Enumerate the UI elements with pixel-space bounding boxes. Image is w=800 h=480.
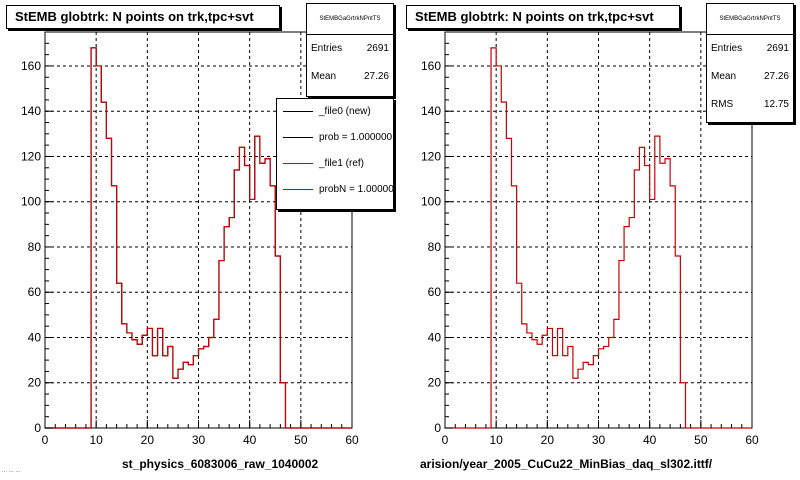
y-tick-label: 160 [421,59,441,73]
stats-label: Entries [311,43,343,54]
stats-row-entries: Entries 2691 [307,35,393,63]
x-tick-label: 50 [294,433,308,447]
y-tick-label: 140 [421,104,441,118]
stats-row-entries: Entries 2691 [707,35,793,63]
legend-entry: _file0 (new) [277,99,393,125]
stats-row-rms: RMS 12.75 [707,91,793,119]
stats-box: StEMBGaGrtrkNPntTS Entries 2691 Mean 27.… [306,3,394,97]
x-tick-label: 10 [89,433,103,447]
stats-label: RMS [711,99,734,110]
y-tick-label: 80 [428,240,442,254]
legend-entry: prob = 1.000000 [277,125,393,151]
stats-label: Entries [711,43,743,54]
y-tick-label: 60 [428,285,442,299]
legend: _file0 (new) prob = 1.000000 _file1 (ref… [276,98,394,210]
x-tick-label: 20 [541,433,555,447]
stats-box: StEMBGaGrtrkNPntTS Entries 2691 Mean 27.… [706,3,794,123]
x-tick-label: 0 [42,433,49,447]
y-tick-label: 20 [28,376,42,390]
x-tick-label: 10 [489,433,503,447]
x-tick-label: 0 [442,433,449,447]
plot-title: StEMB globtrk: N points on trk,tpc+svt [6,5,280,29]
stats-value: 27.26 [363,71,389,82]
histogram-plot-right: 0 10 20 30 40 50 60 0 20 40 60 80 100 120 140 160 [421,31,759,447]
y-tick-label: 100 [21,195,41,209]
y-tick-label: 120 [421,149,441,163]
y-tick-label: 100 [421,195,441,209]
stats-row-mean: Mean 27.26 [707,63,793,91]
legend-label: probN = 1.000000 [319,184,394,195]
y-tick-label: 160 [21,59,41,73]
stats-value: 12.75 [763,99,789,110]
y-tick-label: 40 [428,330,442,344]
stats-label: Mean [711,71,737,82]
stats-header: StEMBGaGrtrkNPntTS [307,4,393,35]
histogram-plot-left: 0 10 20 30 40 50 60 0 20 40 60 80 100 120 140 160 [21,31,359,447]
stats-value: 2691 [766,43,789,54]
y-tick-label: 120 [21,149,41,163]
legend-swatch [283,110,313,112]
y-tick-label: 80 [28,240,42,254]
y-tick-label: 140 [21,104,41,118]
y-tick-label: 0 [434,421,441,435]
legend-swatch [283,162,313,164]
x-tick-label: 30 [592,433,606,447]
stats-label: Mean [311,71,337,82]
plot-title: StEMB globtrk: N points on trk,tpc+svt [406,5,680,29]
stats-row-mean: Mean 27.26 [307,63,393,91]
y-tick-label: 0 [34,421,41,435]
x-tick-label: 60 [745,433,759,447]
histogram-panel-right: 0 10 20 30 40 50 60 0 20 40 60 80 100 120 140 160 StEMB… [400,0,800,480]
x-axis-title: arision/year_2005_CuCu22_MinBias_daq_sl3… [420,457,713,471]
y-tick-label: 20 [428,376,442,390]
x-tick-label: 40 [643,433,657,447]
legend-swatch [283,136,313,138]
y-tick-label: 60 [28,285,42,299]
stats-value: 27.26 [763,71,789,82]
stats-header: StEMBGaGrtrkNPntTS [707,4,793,35]
legend-entry: _file1 (ref) [277,151,393,177]
x-tick-label: 60 [345,433,359,447]
stats-value: 2691 [366,43,389,54]
histogram-series [45,47,352,429]
histogram-panel-left: 0 10 20 30 40 50 60 0 20 40 60 80 100 120 140 160 StEMB… [6,3,394,471]
legend-swatch [283,188,313,190]
legend-entry: probN = 1.000000 [277,177,393,203]
y-tick-label: 40 [28,330,42,344]
legend-label: _file1 (ref) [319,158,365,169]
x-axis-title: st_physics_6083006_raw_1040002 [122,457,319,471]
x-tick-label: 20 [141,433,155,447]
legend-label: prob = 1.000000 [319,132,393,143]
footer-text: ... ... ... [2,468,21,474]
histogram-series [445,47,752,429]
x-tick-label: 50 [694,433,708,447]
legend-label: _file0 (new) [319,106,371,117]
x-tick-label: 40 [243,433,257,447]
x-tick-label: 30 [192,433,206,447]
